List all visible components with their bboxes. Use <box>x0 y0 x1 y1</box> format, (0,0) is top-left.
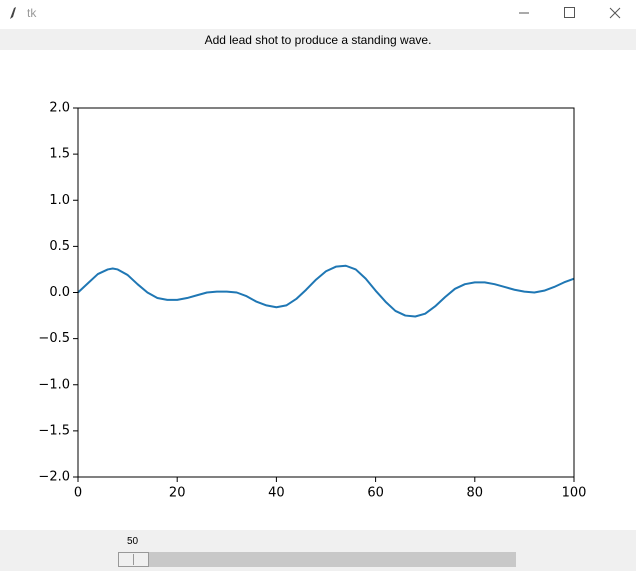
x-tick-label: 60 <box>367 486 384 501</box>
maximize-button[interactable] <box>564 7 575 18</box>
y-tick-label: 1.0 <box>49 193 70 208</box>
x-tick-label: 0 <box>74 486 82 501</box>
y-tick-label: −2.0 <box>38 470 70 485</box>
x-tick-label: 20 <box>169 486 186 501</box>
y-tick-label: −0.5 <box>38 331 70 346</box>
x-tick-label: 40 <box>268 486 285 501</box>
y-tick-label: 0.0 <box>49 285 70 300</box>
y-tick-label: −1.5 <box>38 423 70 438</box>
y-tick-label: 1.5 <box>49 147 70 162</box>
close-button[interactable] <box>609 7 621 19</box>
app-icon <box>10 7 16 19</box>
y-tick-label: 0.5 <box>49 239 70 254</box>
y-tick-label: 2.0 <box>49 101 70 116</box>
slider-trough[interactable] <box>118 552 516 567</box>
x-tick-label: 100 <box>562 486 587 501</box>
slider-panel: 50 <box>0 530 636 571</box>
slider-value: 50 <box>127 536 139 547</box>
y-tick-label: −1.0 <box>38 377 70 392</box>
instruction-label: Add lead shot to produce a standing wave… <box>0 29 636 50</box>
plot-frame <box>77 107 575 478</box>
window-title: tk <box>27 6 37 20</box>
chart: −2.0 −1.5 −1.0 −0.5 0.0 0.5 1.0 1.5 2.0 0 20 40 60 80… <box>38 101 587 501</box>
data-line <box>77 264 575 318</box>
title-icons <box>10 7 621 19</box>
title-bar: tk <box>0 0 636 28</box>
x-tick-label: 80 <box>467 486 484 501</box>
slider-thumb[interactable] <box>118 552 149 567</box>
